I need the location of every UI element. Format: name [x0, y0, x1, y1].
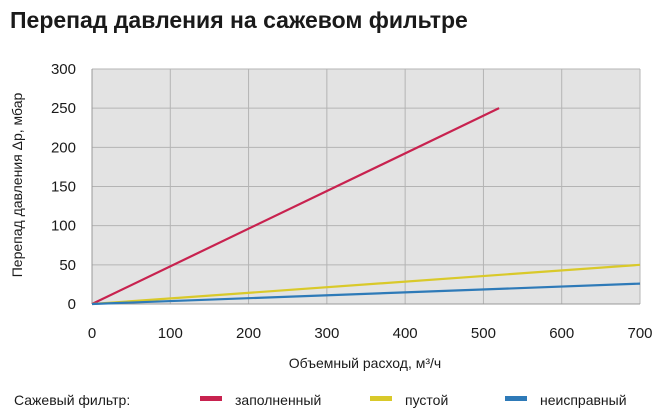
legend-swatch: [200, 396, 222, 401]
y-tick-labels: 0 50 100 150 200 250 300: [51, 61, 76, 313]
y-tick-label: 300: [51, 61, 76, 78]
y-axis-label: Перепад давления Δp, мбар: [9, 93, 25, 278]
x-tick-labels: 0 100 200 300 400 500 600 700: [88, 325, 653, 342]
y-tick-label: 0: [68, 296, 76, 313]
series-line: [91, 263, 641, 306]
y-tick-label: 50: [59, 257, 76, 274]
y-tick-label: 150: [51, 179, 76, 196]
y-tick-label: 100: [51, 218, 76, 235]
x-tick-label: 400: [393, 325, 418, 342]
series-line: [91, 282, 641, 306]
legend-swatch: [505, 396, 527, 401]
legend-entry: заполненный: [235, 392, 321, 408]
y-tick-label: 250: [51, 100, 76, 117]
legend-title: Сажевый фильтр:: [14, 392, 130, 408]
legend: Сажевый фильтр: заполненный пустой неиспра…: [14, 392, 627, 408]
x-axis-label: Объемный расход, м³/ч: [289, 355, 441, 371]
series-lines: [91, 107, 641, 306]
x-tick-label: 200: [236, 325, 261, 342]
legend-entry: пустой: [405, 392, 448, 408]
plot-area: [91, 68, 641, 305]
series-line: [91, 107, 500, 305]
x-tick-label: 500: [471, 325, 496, 342]
legend-swatch: [370, 396, 392, 401]
y-tick-label: 200: [51, 139, 76, 156]
x-tick-label: 700: [627, 325, 652, 342]
x-tick-label: 600: [549, 325, 574, 342]
legend-entry: неисправный: [540, 392, 627, 408]
x-tick-label: 100: [158, 325, 183, 342]
x-tick-label: 300: [314, 325, 339, 342]
chart-title: Перепад давления на сажевом фильтре: [10, 7, 468, 33]
x-tick-label: 0: [88, 325, 96, 342]
